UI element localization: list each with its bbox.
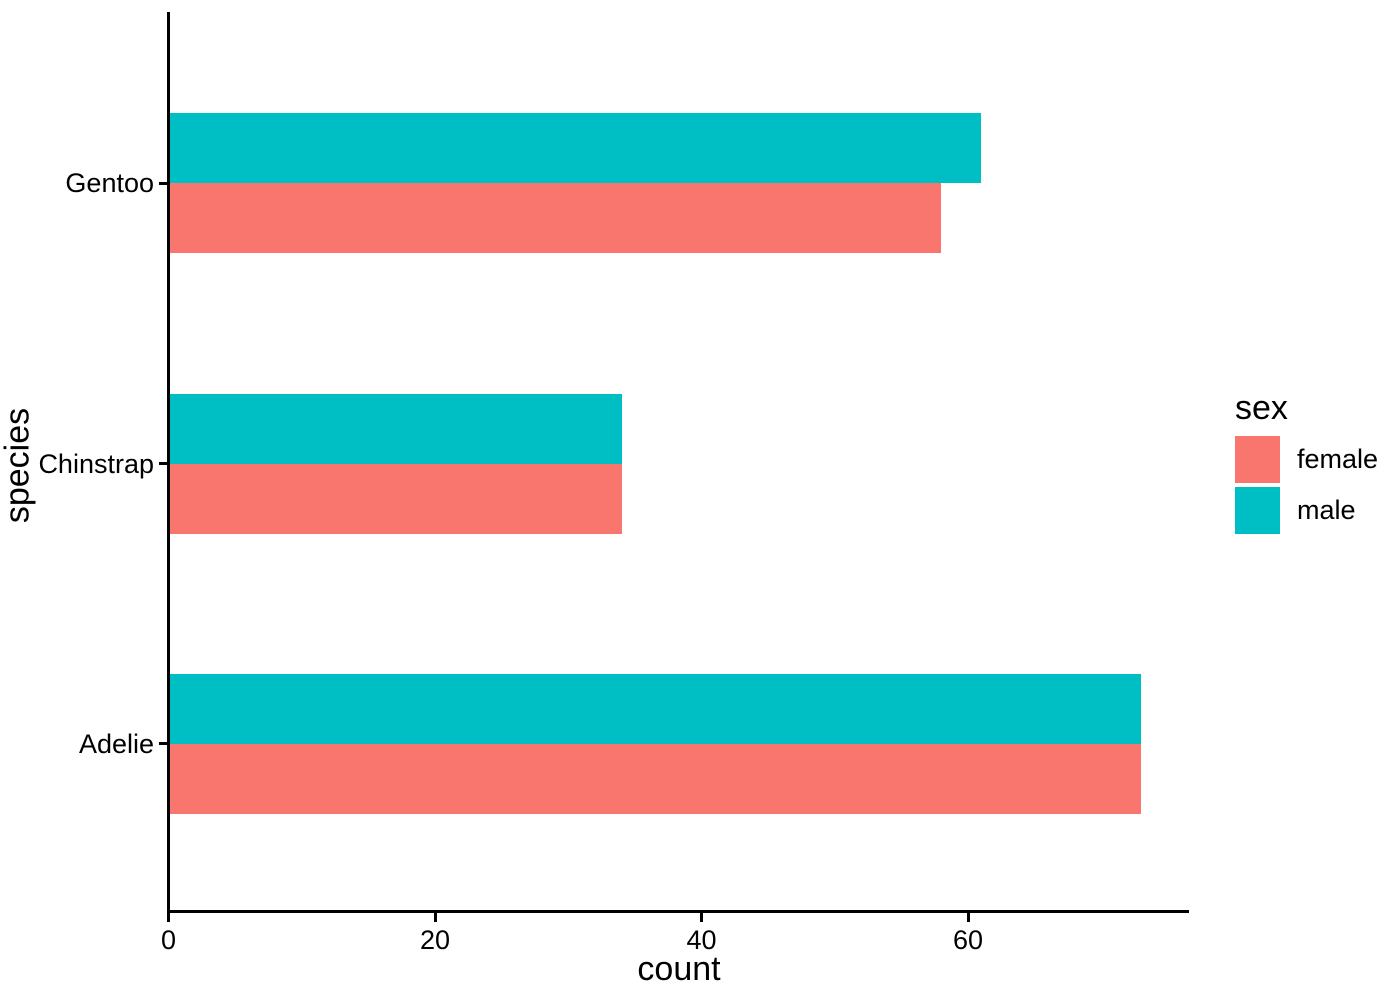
- y-tick-label-chinstrap: Chinstrap: [38, 448, 154, 479]
- y-axis-title: species: [0, 407, 37, 524]
- y-tick-label-gentoo: Gentoo: [65, 168, 154, 198]
- y-tick-label-adelie: Adelie: [78, 728, 154, 759]
- legend-label-male: male: [1297, 495, 1356, 525]
- y-tick-adelie: [159, 742, 168, 745]
- x-tick-0: [167, 913, 170, 922]
- legend-entry-male: male: [1235, 487, 1378, 534]
- bar-gentoo-female: [168, 183, 942, 253]
- bar-adelie-male: [168, 673, 1142, 744]
- legend-title: sex: [1235, 389, 1288, 427]
- x-axis-line: [167, 910, 1189, 913]
- x-tick-60: [966, 913, 970, 922]
- legend-entry-female: female: [1235, 436, 1378, 483]
- y-tick-gentoo: [159, 181, 168, 185]
- legend-key-female: [1235, 436, 1280, 483]
- bar-adelie-female: [168, 743, 1142, 814]
- bar-gentoo-male: [168, 113, 982, 183]
- bar-chinstrap-male: [168, 393, 622, 464]
- legend: sex female male: [1235, 390, 1378, 538]
- bar-chinstrap-female: [168, 463, 622, 534]
- legend-entries: female male: [1235, 436, 1378, 534]
- legend-label-female: female: [1297, 444, 1379, 474]
- x-axis-title: count: [637, 950, 721, 988]
- x-tick-20: [433, 913, 437, 922]
- x-tick-40: [700, 913, 703, 922]
- x-tick-label-60: 60: [952, 925, 984, 955]
- x-tick-label-40: 40: [686, 925, 717, 955]
- x-tick-label-20: 20: [419, 925, 451, 955]
- y-axis-line: [167, 12, 170, 913]
- x-tick-label-0: 0: [160, 925, 177, 955]
- y-tick-chinstrap: [159, 462, 168, 465]
- legend-key-male: [1235, 487, 1280, 534]
